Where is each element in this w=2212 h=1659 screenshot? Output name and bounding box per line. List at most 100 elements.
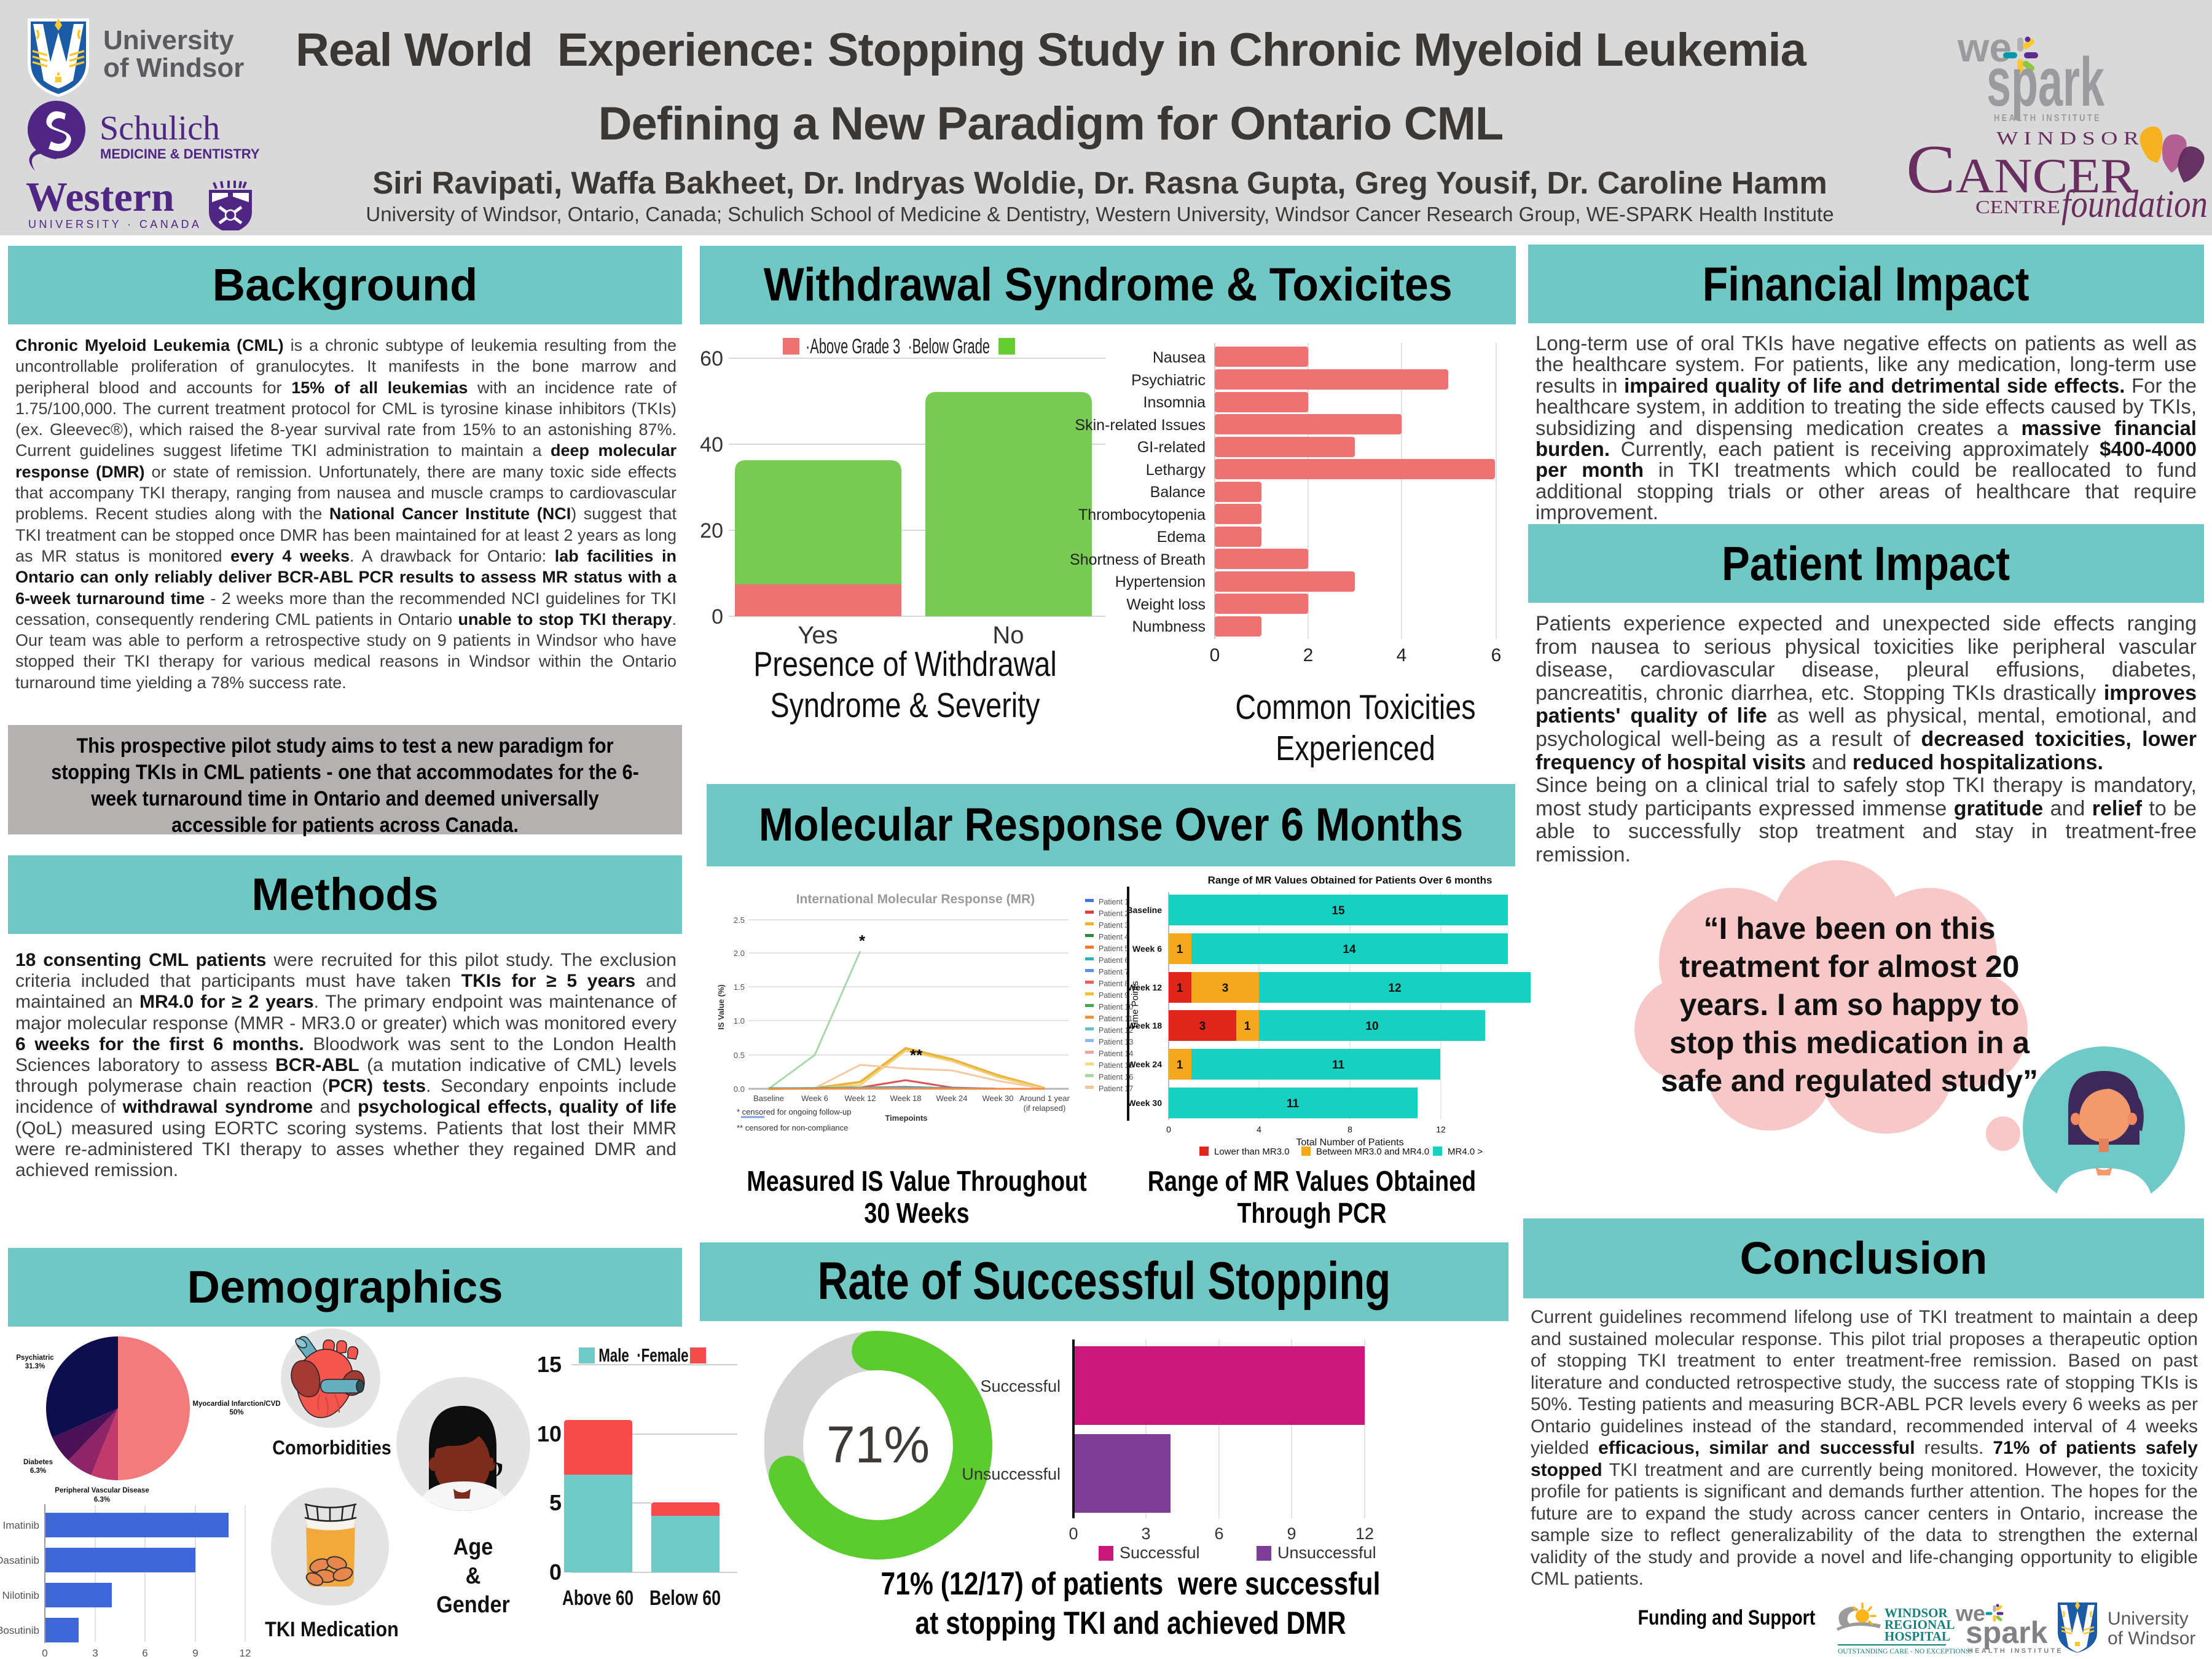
svg-text:Patient 8: Patient 8 [1099,979,1129,988]
svg-text:Baseline: Baseline [753,1094,784,1103]
svg-text:GI-related: GI-related [1137,439,1206,456]
svg-text:Patient 13: Patient 13 [1099,1038,1133,1046]
svg-text:12: 12 [1388,982,1401,995]
svg-text:50%: 50% [229,1409,243,1416]
svg-text:2: 2 [1303,645,1314,665]
svg-text:Week 30: Week 30 [1128,1098,1162,1108]
svg-text:6.3%: 6.3% [30,1467,46,1475]
svg-text:12: 12 [1355,1524,1374,1543]
svg-text:Skin-related Issues: Skin-related Issues [1075,417,1206,434]
svg-text:Psychiatric: Psychiatric [16,1354,54,1362]
svg-text:Successful: Successful [980,1377,1061,1395]
svg-text:Patient 10: Patient 10 [1099,1003,1133,1011]
svg-text:Weight loss: Weight loss [1126,596,1206,613]
svg-text:Nilotinib: Nilotinib [2,1590,39,1601]
svg-text:Patient 17: Patient 17 [1099,1084,1133,1093]
svg-text:Range of MR Values Obtained fo: Range of MR Values Obtained for Patients… [1208,874,1492,886]
svg-text:0.0: 0.0 [734,1084,745,1094]
svg-text:Balance: Balance [1150,484,1206,501]
svg-text:International Molecular Respon: International Molecular Response (MR) [796,892,1035,906]
svg-text:Edema: Edema [1157,528,1206,546]
svg-text:spark: spark [1966,1615,2048,1650]
svg-text:Patient 11: Patient 11 [1099,1014,1132,1023]
svg-text:Week 18: Week 18 [890,1094,921,1103]
svg-text:9: 9 [192,1647,198,1659]
svg-text:Week 30: Week 30 [982,1094,1013,1103]
svg-text:1: 1 [1177,982,1183,995]
svg-text:spark: spark [1986,44,2104,120]
svg-text:(if relapsed): (if relapsed) [1024,1104,1066,1113]
svg-text:1.0: 1.0 [734,1016,745,1026]
svg-text:REGIONAL: REGIONAL [1885,1617,1955,1632]
svg-text:6: 6 [1214,1524,1223,1543]
svg-text:** censored for non-compliance: ** censored for non-compliance [737,1123,848,1132]
svg-text:foundation: foundation [2061,182,2208,226]
svg-text:Peripheral Vascular Disease: Peripheral Vascular Disease [55,1487,149,1494]
svg-text:OUTSTANDING CARE - NO EXCEPTIO: OUTSTANDING CARE - NO EXCEPTIONS! [1838,1648,1972,1655]
svg-text:Lethargy: Lethargy [1146,461,1206,479]
svg-text:4: 4 [1397,645,1407,665]
svg-text:Patient 2: Patient 2 [1099,909,1129,918]
svg-text:4: 4 [1257,1124,1261,1134]
svg-text:MEDICINE & DENTISTRY: MEDICINE & DENTISTRY [100,146,260,162]
svg-text:20: 20 [700,519,723,543]
svg-text:10: 10 [537,1421,562,1446]
svg-text:Psychiatric: Psychiatric [1131,372,1206,389]
svg-text:Week 18: Week 18 [1128,1021,1162,1030]
svg-text:Diabetes: Diabetes [23,1459,53,1466]
svg-text:6: 6 [1491,645,1502,665]
svg-text:11: 11 [1332,1059,1345,1072]
svg-text:HEALTH INSTITUTE: HEALTH INSTITUTE [1968,1647,2063,1655]
svg-text:HOSPITAL: HOSPITAL [1885,1629,1950,1644]
svg-text:1: 1 [1177,1059,1183,1072]
svg-text:Lower than MR3.0: Lower than MR3.0 [1214,1147,1290,1157]
svg-text:Bosutinib: Bosutinib [0,1625,39,1636]
svg-text:·Above Grade 3 ·Below Grade: ·Above Grade 3 ·Below Grade [806,335,990,358]
svg-text:IS Value (%): IS Value (%) [716,984,726,1030]
svg-text:Patient 9: Patient 9 [1099,991,1129,1000]
svg-text:Timepoints: Timepoints [885,1113,927,1123]
svg-text:3: 3 [1141,1524,1150,1543]
svg-text:W I N D S O R: W I N D S O R [1996,127,2139,149]
svg-text:Total Number of Patients: Total Number of Patients [1296,1137,1403,1148]
svg-text:Above 60: Above 60 [562,1586,633,1610]
svg-text:Baseline: Baseline [1126,905,1162,915]
svg-text:Hypertension: Hypertension [1115,573,1206,590]
svg-text:3: 3 [1222,982,1229,995]
svg-text:Patient 14: Patient 14 [1099,1049,1133,1058]
svg-text:Thrombocytopenia: Thrombocytopenia [1078,506,1206,524]
svg-text:Patient 5: Patient 5 [1099,944,1129,953]
svg-text:71%: 71% [826,1416,930,1473]
svg-text:we: we [1955,1601,1985,1626]
svg-text:Patient 12: Patient 12 [1099,1026,1133,1035]
svg-text:3: 3 [1199,1020,1206,1033]
svg-text:WINDSOR: WINDSOR [1885,1606,1948,1620]
svg-text:12: 12 [1436,1124,1446,1134]
svg-text:60: 60 [700,347,723,371]
svg-text:Week 6: Week 6 [801,1094,828,1103]
svg-text:University: University [2108,1609,2189,1629]
svg-text:1: 1 [1244,1020,1251,1033]
svg-text:5: 5 [549,1490,562,1515]
svg-text:Shortness of Breath: Shortness of Breath [1070,551,1206,568]
svg-text:0: 0 [1069,1524,1078,1543]
svg-text:15: 15 [537,1352,562,1377]
svg-text:15: 15 [1332,904,1345,917]
svg-text:6: 6 [142,1647,147,1659]
svg-text:University: University [103,25,234,55]
svg-text:Patient 3: Patient 3 [1099,921,1129,930]
svg-text:Myocardial Infarction/CVD: Myocardial Infarction/CVD [192,1400,280,1408]
svg-text:CENTRE: CENTRE [1975,196,2060,218]
svg-text:Insomnia: Insomnia [1143,394,1206,411]
svg-text:9: 9 [1287,1524,1296,1543]
svg-text:10: 10 [1365,1020,1378,1033]
svg-text:UNIVERSITY · CANADA: UNIVERSITY · CANADA [28,218,202,230]
svg-text:HEALTH INSTITUTE: HEALTH INSTITUTE [1994,113,2101,124]
svg-text:0: 0 [1210,645,1220,665]
svg-text:Week 24: Week 24 [1128,1059,1162,1069]
svg-text:we: we [1957,25,2012,70]
svg-text:Nausea: Nausea [1153,349,1206,366]
svg-text:0.5: 0.5 [734,1051,745,1060]
svg-text:Numbness: Numbness [1132,618,1206,635]
svg-text:Dasatinib: Dasatinib [0,1555,39,1566]
